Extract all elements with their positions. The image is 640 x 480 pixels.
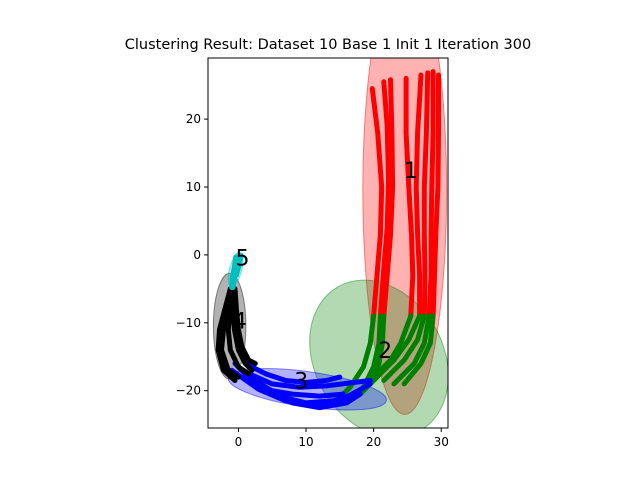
cluster-1-trajectory	[403, 75, 416, 319]
cluster-labels: 1 2 3 4 5	[233, 159, 418, 394]
y-tick-label: 20	[186, 112, 201, 126]
cluster-1-trajectory	[369, 86, 385, 319]
trajectory-curves	[215, 69, 441, 411]
y-tick-label: 0	[193, 248, 201, 262]
plot-area: 1 2 3 4 5	[212, 58, 448, 428]
cluster-label-4: 4	[233, 310, 247, 335]
cluster-2-trajectory	[401, 313, 436, 387]
cluster-2-trajectory	[340, 313, 377, 397]
cluster-1-trajectory	[413, 72, 424, 319]
x-axis: 0 10 20 30	[235, 428, 449, 449]
y-axis: −20 −10 0 10 20	[176, 112, 208, 398]
cluster-2-trajectory	[381, 313, 427, 383]
cluster-label-5: 5	[235, 247, 249, 272]
cluster-4-trajectory	[230, 286, 255, 373]
x-tick-label: 0	[235, 435, 243, 449]
y-tick-label: 10	[186, 180, 201, 194]
x-tick-label: 20	[366, 435, 381, 449]
y-tick-label: −20	[176, 384, 201, 398]
chart-title: Clustering Result: Dataset 10 Base 1 Ini…	[125, 37, 531, 53]
cluster-3-trajectory	[246, 371, 373, 390]
x-tick-label: 10	[298, 435, 313, 449]
cluster-label-2: 2	[378, 339, 392, 364]
cluster-1-trajectory	[377, 79, 391, 319]
cluster-4-trajectory	[232, 286, 258, 366]
cluster-1-trajectory	[421, 70, 431, 319]
axes-frame	[207, 57, 449, 429]
cluster-2-trajectory	[391, 313, 432, 387]
y-tick-label: −10	[176, 316, 201, 330]
x-tick-label: 30	[434, 435, 449, 449]
cluster-label-1: 1	[404, 159, 418, 184]
cluster-4-trajectory	[215, 286, 238, 383]
cluster-1-trajectory	[381, 77, 396, 319]
cluster-label-3: 3	[294, 369, 308, 394]
cluster-5-trajectory	[233, 253, 244, 278]
cluster-2-trajectory	[367, 313, 423, 387]
cluster-3-trajectory	[229, 367, 373, 409]
cluster-1-trajectory	[426, 69, 436, 319]
cluster-1-trajectory	[430, 72, 441, 319]
cluster-3-trajectory	[242, 361, 343, 385]
